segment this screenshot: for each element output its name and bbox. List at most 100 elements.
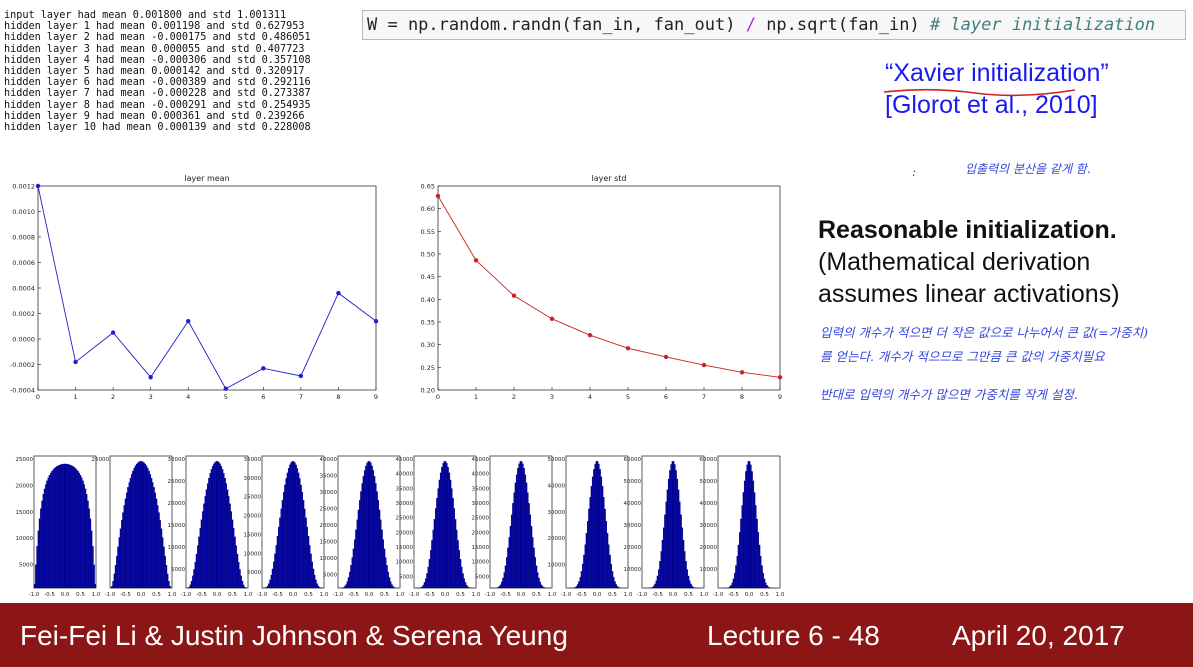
histogram-bar bbox=[731, 582, 733, 589]
histogram-bar bbox=[147, 468, 149, 589]
histogram-bar bbox=[94, 584, 97, 589]
histogram-bar bbox=[747, 461, 750, 589]
histogram-bar bbox=[46, 480, 48, 589]
x-tick-label: -1.0 bbox=[409, 592, 420, 598]
histogram-bar bbox=[387, 571, 389, 589]
x-tick-label: 0.0 bbox=[61, 592, 70, 598]
y-tick-label: 0.0004 bbox=[12, 285, 35, 293]
histogram-bar bbox=[299, 478, 301, 589]
y-tick-label: 10000 bbox=[16, 536, 34, 542]
code-cell[interactable]: W = np.random.randn(fan_in, fan_out) / n… bbox=[362, 10, 1186, 40]
x-tick-label: 5 bbox=[626, 393, 630, 401]
x-tick-label: 0.0 bbox=[441, 592, 450, 598]
histogram-bar bbox=[225, 483, 228, 589]
y-tick-label: 25000 bbox=[168, 479, 186, 485]
y-tick-label: 30000 bbox=[320, 490, 338, 496]
histogram-bar bbox=[41, 500, 43, 589]
x-tick-label: -1.0 bbox=[105, 592, 116, 598]
histogram-bar bbox=[130, 474, 133, 589]
y-tick-label: 15000 bbox=[168, 523, 186, 529]
handnote-3: 반대로 입력의 개수가 많으면 가중치를 작게 설정. bbox=[820, 387, 1078, 402]
x-tick-label: -0.5 bbox=[196, 592, 207, 598]
histogram-bar bbox=[139, 461, 142, 589]
histogram-bar bbox=[304, 508, 306, 589]
x-tick-label: 1.0 bbox=[168, 592, 177, 598]
y-tick-label: 20000 bbox=[472, 530, 490, 536]
histogram-bar bbox=[48, 475, 51, 589]
red-underline bbox=[883, 88, 1076, 97]
y-tick-label: 10000 bbox=[548, 563, 566, 569]
histogram-bar bbox=[389, 581, 392, 589]
histogram-bar bbox=[265, 587, 268, 589]
y-tick-label: 5000 bbox=[475, 574, 489, 580]
x-tick-label: 1.0 bbox=[320, 592, 329, 598]
data-point bbox=[148, 375, 153, 380]
histogram-bar bbox=[279, 517, 281, 589]
histogram-bar bbox=[520, 461, 523, 589]
x-tick-label: 0.5 bbox=[608, 592, 617, 598]
histogram-bar bbox=[525, 482, 528, 589]
histogram-bar bbox=[438, 479, 441, 589]
histogram-bar bbox=[313, 574, 316, 589]
histogram-bar bbox=[244, 586, 246, 589]
histogram-bar bbox=[144, 463, 147, 589]
histogram-bar bbox=[310, 553, 312, 589]
histogram-bar bbox=[189, 584, 192, 589]
histogram-bar bbox=[665, 501, 667, 589]
histogram-bar bbox=[574, 587, 577, 589]
histogram-bar bbox=[422, 584, 425, 589]
histogram-bar bbox=[687, 575, 690, 589]
x-tick-label: -0.5 bbox=[120, 592, 131, 598]
histogram-bar bbox=[365, 465, 367, 589]
y-tick-label: 35000 bbox=[244, 457, 262, 463]
histogram-bar bbox=[748, 461, 751, 589]
histogram-bar bbox=[47, 477, 49, 589]
histogram-bar bbox=[513, 492, 515, 589]
y-tick-label: 25000 bbox=[320, 507, 338, 513]
histogram-bar bbox=[575, 586, 578, 589]
histogram-bar bbox=[166, 573, 169, 589]
histogram-bar bbox=[515, 474, 518, 589]
histogram-bar bbox=[741, 505, 743, 589]
histogram-bar bbox=[426, 573, 428, 589]
y-tick-label: 20000 bbox=[16, 483, 34, 489]
histogram-bar bbox=[126, 492, 128, 589]
histogram-bar bbox=[538, 577, 540, 589]
histogram-bar bbox=[138, 461, 140, 589]
histogram-bar bbox=[676, 478, 679, 589]
histogram-bar bbox=[506, 557, 508, 589]
histogram-bar bbox=[378, 509, 381, 589]
histogram-bar bbox=[188, 586, 190, 589]
histogram-bar bbox=[366, 462, 368, 589]
histogram-bar bbox=[51, 471, 53, 589]
histogram-bar bbox=[200, 519, 203, 589]
data-point bbox=[336, 290, 341, 296]
histogram-bar bbox=[128, 482, 130, 589]
x-tick-label: 8 bbox=[740, 393, 744, 401]
histogram-bar bbox=[740, 518, 742, 589]
histogram-bar bbox=[73, 467, 76, 589]
histogram-bar bbox=[157, 505, 159, 589]
histogram-bar bbox=[92, 546, 94, 589]
histogram-bar bbox=[595, 461, 598, 589]
histogram-bar bbox=[463, 578, 465, 589]
histogram-bar bbox=[583, 554, 585, 589]
histogram-bar bbox=[755, 505, 757, 589]
histogram-bar bbox=[428, 559, 431, 589]
histogram-bar bbox=[202, 511, 204, 589]
stats-line: hidden layer 5 had mean 0.000142 and std… bbox=[4, 66, 305, 78]
data-point bbox=[223, 386, 228, 391]
x-tick-label: 4 bbox=[186, 393, 190, 401]
data-point bbox=[435, 193, 441, 199]
histogram-bar bbox=[375, 483, 377, 589]
x-tick-label: 7 bbox=[299, 393, 303, 401]
histogram-bar bbox=[160, 528, 163, 589]
histogram-bar bbox=[297, 472, 300, 589]
x-tick-label: 0.0 bbox=[745, 592, 754, 598]
histogram-bar bbox=[143, 462, 145, 589]
x-tick-label: 0.5 bbox=[456, 592, 465, 598]
histogram-bar bbox=[195, 553, 198, 589]
histogram-bar bbox=[530, 525, 533, 589]
xavier-title: “Xavier initialization” bbox=[885, 59, 1109, 87]
stats-line: hidden layer 9 had mean 0.000361 and std… bbox=[4, 110, 305, 122]
